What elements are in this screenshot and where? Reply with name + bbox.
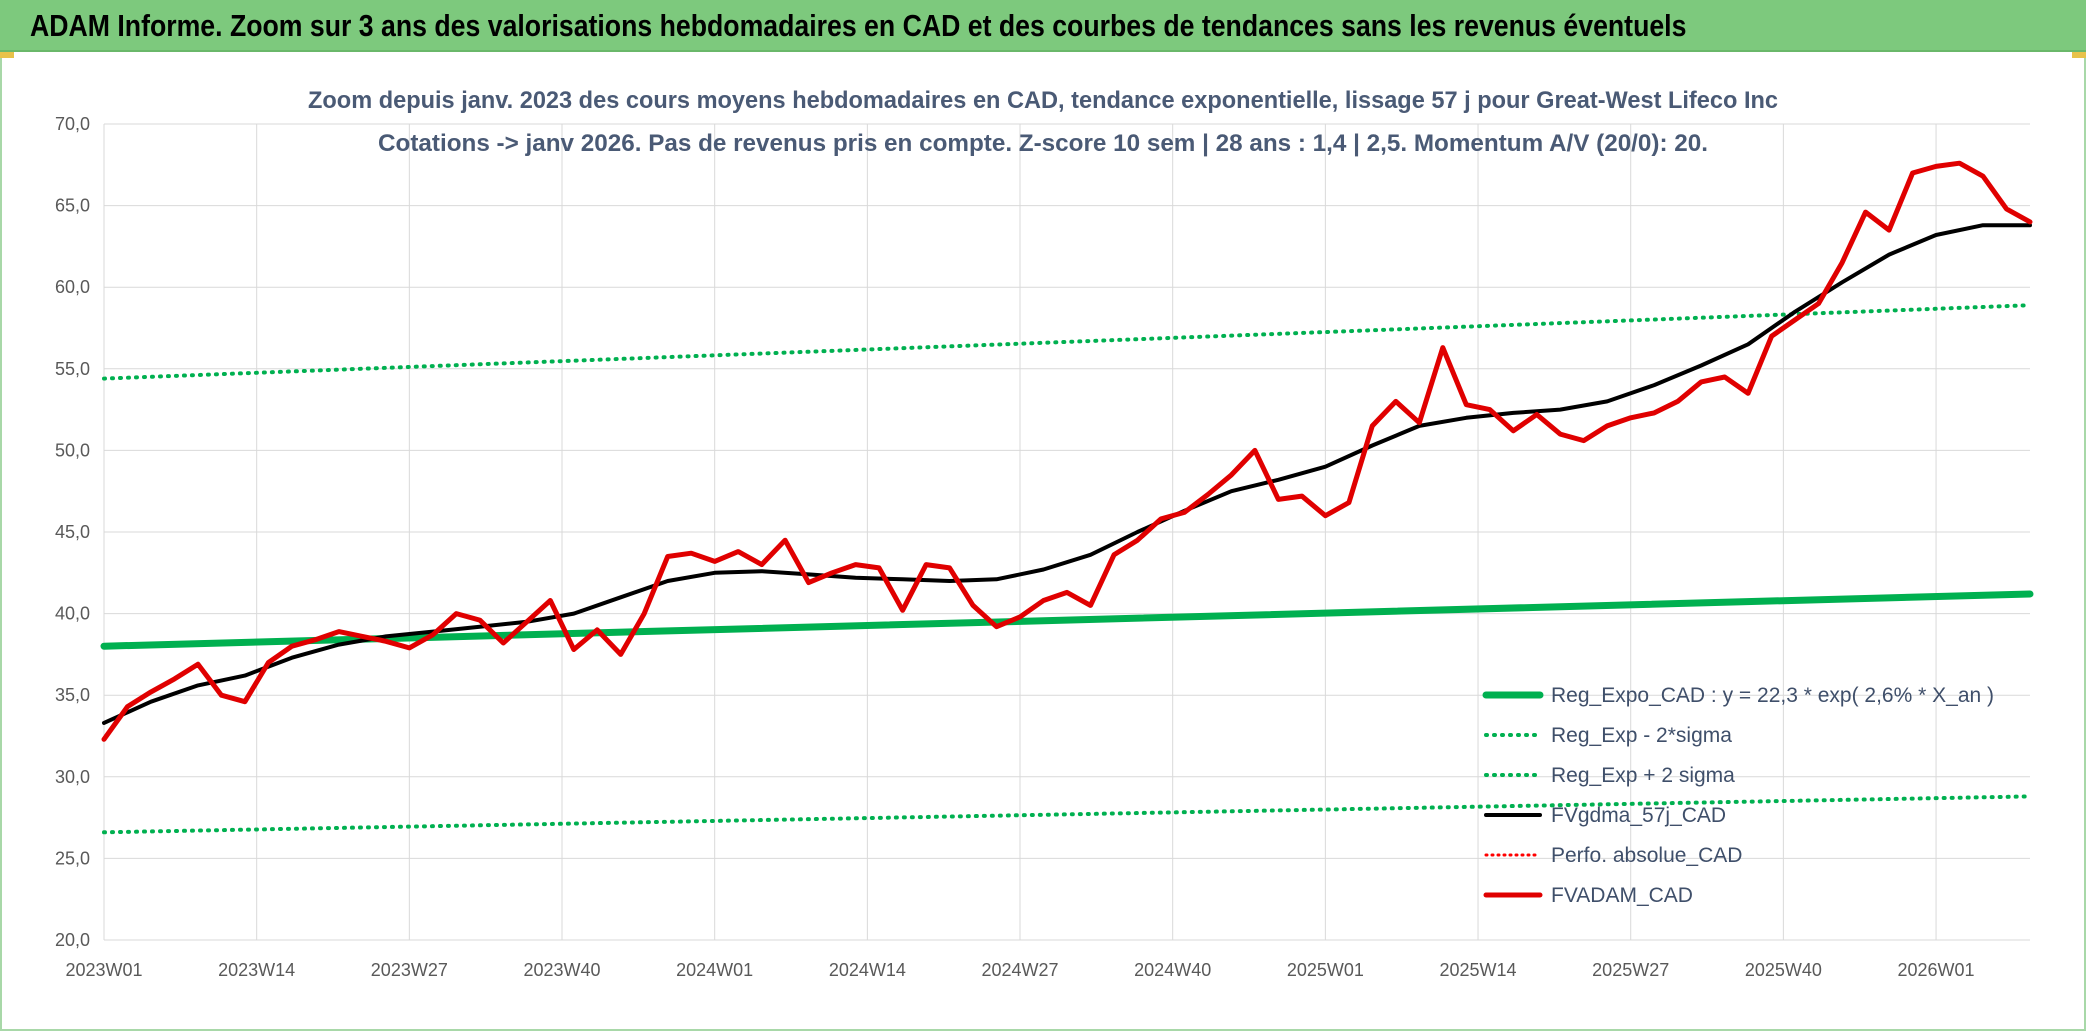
legend-label-perfo: Perfo. absolue_CAD xyxy=(1551,844,1742,867)
y-tick-label: 25,0 xyxy=(55,848,90,868)
series-line-fvgdma xyxy=(102,223,2032,725)
series-layer xyxy=(100,160,2034,835)
legend-label-reg-plus: Reg_Exp + 2 sigma xyxy=(1551,764,1735,787)
y-tick-label: 20,0 xyxy=(55,930,90,950)
header-title: ADAM Informe. Zoom sur 3 ans des valoris… xyxy=(30,8,1687,43)
chart-subtitle: Cotations -> janv 2026. Pas de revenus p… xyxy=(378,130,1708,157)
y-tick-label: 65,0 xyxy=(55,196,90,216)
y-tick-label: 50,0 xyxy=(55,440,90,460)
x-tick-label: 2025W14 xyxy=(1440,960,1517,980)
frame-corner-right xyxy=(2072,52,2086,58)
x-tick-label: 2023W14 xyxy=(218,960,295,980)
grid-layer xyxy=(103,123,2030,941)
x-tick-label: 2024W40 xyxy=(1134,960,1211,980)
y-tick-label: 45,0 xyxy=(55,522,90,542)
x-tick-label: 2025W01 xyxy=(1287,960,1364,980)
y-tick-label: 70,0 xyxy=(55,114,90,134)
x-tick-label: 2024W14 xyxy=(829,960,906,980)
legend-label-fvadam: FVADAM_CAD xyxy=(1551,884,1693,907)
x-tick-label: 2025W40 xyxy=(1745,960,1822,980)
y-tick-label: 60,0 xyxy=(55,277,90,297)
y-tick-label: 55,0 xyxy=(55,359,90,379)
legend-label-reg-expo: Reg_Expo_CAD : y = 22,3 * exp( 2,6% * X_… xyxy=(1551,684,1994,707)
legend-label-reg-minus: Reg_Exp - 2*sigma xyxy=(1551,724,1732,747)
header-banner: ADAM Informe. Zoom sur 3 ans des valoris… xyxy=(0,0,2086,52)
legend: Reg_Expo_CAD : y = 22,3 * exp( 2,6% * X_… xyxy=(1482,684,1994,907)
series-line-reg-plus xyxy=(102,303,2032,381)
legend-label-fvgdma: FVgdma_57j_CAD xyxy=(1551,804,1726,827)
axis-layer: 70,0 65,0 60,0 55,0 50,0 45,0 40,0 35,0 30,0 25,0… xyxy=(55,114,1975,980)
frame-corner-left xyxy=(0,52,14,58)
series-line-fvadam xyxy=(101,160,2033,742)
x-tick-label: 2023W40 xyxy=(523,960,600,980)
x-tick-label: 2023W01 xyxy=(65,960,142,980)
chart-frame xyxy=(0,52,2086,1031)
y-tick-label: 35,0 xyxy=(55,685,90,705)
series-line-reg-expo xyxy=(100,590,2034,650)
y-tick-label: 40,0 xyxy=(55,604,90,624)
x-tick-label: 2024W01 xyxy=(676,960,753,980)
series-line-reg-minus xyxy=(102,794,2032,835)
x-tick-label: 2025W27 xyxy=(1592,960,1669,980)
y-tick-label: 30,0 xyxy=(55,767,90,787)
x-tick-label: 2023W27 xyxy=(371,960,448,980)
chart-title: Zoom depuis janv. 2023 des cours moyens … xyxy=(308,87,1778,114)
x-tick-label: 2026W01 xyxy=(1898,960,1975,980)
x-tick-label: 2024W27 xyxy=(981,960,1058,980)
